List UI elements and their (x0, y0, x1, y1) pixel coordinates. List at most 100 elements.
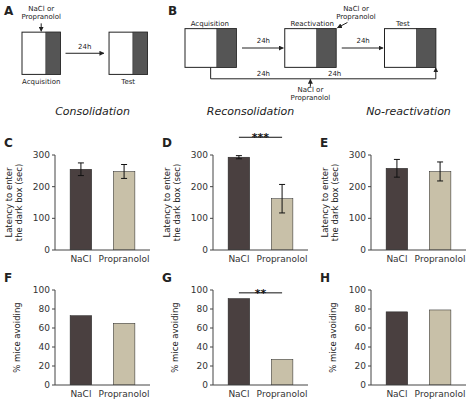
arrow (242, 48, 283, 49)
x-tick-label: Propranolol (415, 389, 466, 399)
bar (228, 299, 250, 385)
y-tick-label: 100 (33, 213, 50, 223)
plot-area (70, 316, 135, 385)
column-title: No-reactivation (366, 105, 451, 118)
plot-area (228, 156, 293, 250)
bar (386, 168, 408, 250)
error-cap (78, 162, 84, 163)
y-axis-line (371, 290, 372, 385)
error-stem (282, 184, 283, 213)
diagram-text: 24h (356, 37, 369, 45)
error-bar (121, 165, 127, 179)
y-axis-line (213, 290, 214, 385)
bar-panel: 0100200300NaClPropranololLatency to ente… (4, 105, 150, 264)
y-tick (52, 218, 55, 219)
y-tick-label: 60 (39, 323, 51, 333)
diagram-text: NaCl orPropranolol (336, 5, 376, 21)
x-tick-label: Propranolol (99, 389, 150, 399)
arrow (435, 68, 436, 79)
diagram-text: Acquisition (191, 20, 229, 28)
y-tick-label: 0 (44, 245, 50, 255)
chamber-box (185, 29, 236, 68)
y-tick (52, 290, 55, 291)
y-tick (210, 328, 213, 329)
y-tick-label: 80 (355, 304, 367, 314)
y-tick-label: 40 (197, 342, 209, 352)
error-bar (78, 163, 84, 176)
y-tick-label: 20 (39, 361, 51, 371)
y-axis-label: Latency to enterthe dark box (sec) (320, 164, 340, 241)
chamber-box (22, 32, 60, 74)
y-tick-label: 0 (360, 380, 366, 390)
y-tick-label: 0 (202, 380, 208, 390)
x-tick-label: NaCl (386, 254, 407, 264)
y-tick (52, 328, 55, 329)
x-tick-label: NaCl (228, 254, 249, 264)
y-tick-label: 100 (191, 213, 208, 223)
y-axis-label: % mice avoiding (170, 302, 180, 372)
error-stem (396, 159, 397, 177)
y-tick-label: 100 (191, 285, 208, 295)
y-tick-label: 40 (355, 342, 367, 352)
bar-panel: 020406080100NaClPropranolol% mice avoidi… (320, 271, 466, 399)
y-tick (210, 186, 213, 187)
y-axis-line (55, 290, 56, 385)
y-tick (210, 155, 213, 156)
bar (113, 323, 135, 385)
diagram-text: Test (395, 20, 410, 28)
bar-panel: 020406080100NaClPropranolol% mice avoidi… (4, 271, 150, 399)
arrow (342, 48, 383, 49)
x-tick-label: Propranolol (99, 254, 150, 264)
bar-panel: 0100200300NaClPropranololLatency to ente… (320, 105, 466, 264)
y-axis-line (213, 155, 214, 250)
x-tick-label: NaCl (228, 389, 249, 399)
bar (70, 316, 92, 385)
connector (211, 78, 436, 79)
panel-label: E (320, 136, 328, 150)
plot-area (386, 159, 451, 250)
diagram-text: NaCl orPropranolol (21, 5, 61, 21)
panel-label: A (4, 4, 14, 18)
y-tick (210, 250, 213, 251)
y-tick (210, 309, 213, 310)
y-tick-label: 200 (33, 182, 50, 192)
error-cap (279, 212, 285, 213)
panel-label: F (4, 271, 12, 285)
plot-area (228, 299, 293, 385)
bar-panel: 0100200300NaClPropranololLatency to ente… (162, 105, 308, 264)
y-tick (210, 290, 213, 291)
y-tick (52, 250, 55, 251)
y-tick-label: 60 (355, 323, 367, 333)
dark-compartment (217, 29, 236, 68)
arrow (66, 53, 104, 54)
diagram: Acquisition24hTestNaCl orPropranololA (4, 4, 147, 86)
arrow (41, 23, 42, 31)
error-stem (124, 165, 125, 179)
y-tick-label: 80 (39, 304, 51, 314)
bar (386, 312, 408, 385)
error-cap (78, 175, 84, 176)
x-tick-label: NaCl (386, 389, 407, 399)
y-tick (210, 218, 213, 219)
error-cap (394, 159, 400, 160)
x-axis-line (371, 385, 466, 386)
dark-compartment (133, 32, 148, 74)
bar (228, 157, 250, 250)
y-tick-label: 0 (44, 380, 50, 390)
y-tick-label: 200 (349, 182, 366, 192)
diagram-text: Acquisition (22, 78, 60, 86)
chamber-box (285, 29, 336, 68)
diagram-text: NaCl orPropranolol (291, 86, 331, 102)
y-tick (368, 155, 371, 156)
bar (70, 169, 92, 250)
diagram: Acquisition24hReactivationNaCl orPropran… (168, 4, 436, 102)
y-tick-label: 80 (197, 304, 209, 314)
y-tick (368, 186, 371, 187)
y-tick (52, 385, 55, 386)
x-tick-label: Propranolol (257, 254, 308, 264)
significance-label: *** (252, 131, 270, 144)
x-tick-label: NaCl (70, 254, 91, 264)
y-tick (52, 155, 55, 156)
error-bar (437, 162, 443, 181)
x-axis-line (213, 250, 308, 251)
